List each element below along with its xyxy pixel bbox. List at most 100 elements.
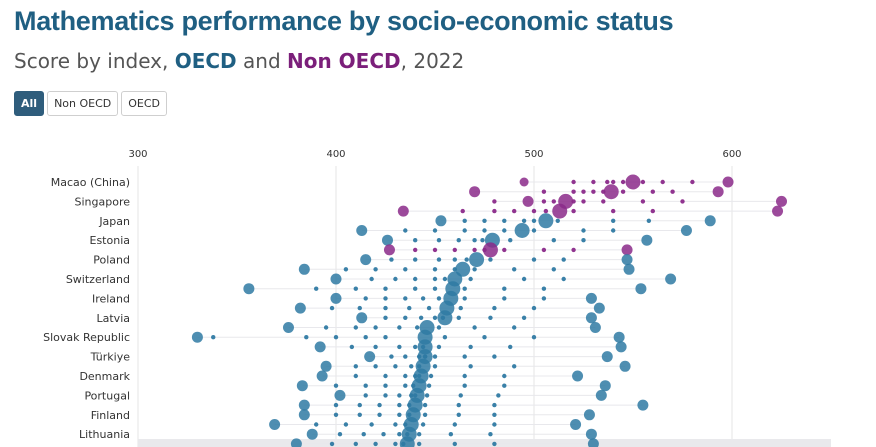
filter-oecd-button[interactable]: OECD: [121, 91, 168, 116]
score-dot: [294, 302, 306, 314]
score-dot: [502, 296, 507, 301]
score-dot: [591, 189, 596, 194]
score-dot: [462, 286, 467, 291]
score-dot: [373, 267, 378, 272]
subtitle-and: and: [236, 49, 287, 73]
country-label: Ireland: [92, 292, 130, 305]
score-dot: [393, 364, 398, 369]
score-dot: [502, 247, 507, 253]
score-dot: [383, 373, 388, 379]
score-dot: [424, 393, 430, 398]
score-dot: [383, 296, 388, 301]
score-dot: [397, 402, 402, 408]
score-dot: [356, 312, 368, 324]
filter-non-oecd-button[interactable]: Non OECD: [47, 91, 119, 116]
score-dot: [640, 179, 646, 185]
score-dot: [397, 432, 402, 437]
score-dot: [722, 176, 734, 188]
score-dot: [591, 179, 596, 185]
country-label: Lithuania: [79, 428, 130, 441]
score-dot: [383, 383, 388, 388]
country-label: Finland: [91, 409, 130, 422]
score-dot: [353, 286, 358, 291]
scroll-band: [138, 439, 831, 447]
score-dot: [776, 195, 787, 207]
score-dot: [436, 238, 442, 243]
filter-all-button[interactable]: All: [14, 91, 45, 116]
score-dot: [680, 225, 692, 236]
score-dot: [343, 267, 349, 272]
country-label: Slovak Republic: [43, 331, 130, 344]
score-dot: [397, 205, 409, 217]
score-dot: [531, 228, 537, 233]
score-dot: [538, 213, 554, 229]
chart-title: Mathematics performance by socio-economi…: [14, 6, 674, 36]
score-dot: [333, 335, 339, 340]
score-dot: [298, 409, 310, 421]
score-dot: [492, 199, 497, 204]
score-dot: [599, 380, 611, 392]
score-dot: [381, 234, 393, 246]
score-dot: [413, 247, 418, 253]
score-dot: [383, 305, 388, 311]
score-dot: [482, 228, 487, 233]
score-dot: [462, 296, 467, 301]
filter-button-group: All Non OECD OECD: [14, 91, 168, 116]
score-dot: [363, 383, 368, 388]
score-dot: [571, 247, 576, 253]
score-dot: [383, 393, 388, 398]
score-dot: [583, 409, 595, 421]
score-dot: [333, 402, 339, 408]
score-dot: [625, 174, 641, 190]
score-dot: [397, 344, 402, 350]
score-dot: [650, 208, 655, 214]
score-dot: [620, 179, 626, 185]
score-dot: [432, 364, 438, 369]
score-dot: [480, 238, 485, 243]
score-dot: [211, 335, 216, 340]
score-dot: [298, 263, 310, 275]
score-dot: [363, 335, 368, 340]
score-dot: [403, 354, 408, 359]
score-dot: [541, 189, 547, 194]
score-dot: [581, 189, 586, 194]
score-dot: [650, 189, 655, 194]
score-dot: [464, 257, 469, 262]
score-dot: [373, 325, 378, 330]
score-dot: [356, 225, 368, 236]
score-dot: [456, 402, 461, 408]
score-dot: [191, 331, 203, 343]
country-label: Poland: [93, 254, 130, 267]
score-dot: [432, 228, 438, 233]
score-dot: [403, 296, 408, 301]
score-dot: [531, 305, 537, 311]
score-dot: [541, 247, 547, 253]
score-dot: [337, 432, 343, 437]
score-dot: [403, 383, 408, 388]
score-dot: [428, 373, 434, 379]
score-dot: [413, 286, 418, 291]
score-dot: [502, 286, 507, 291]
score-dot: [551, 199, 556, 204]
score-dot: [519, 177, 529, 187]
score-dot: [413, 344, 418, 350]
score-dot: [502, 383, 507, 388]
score-dot: [269, 419, 281, 430]
score-dot: [413, 257, 418, 262]
score-dot: [389, 354, 394, 359]
country-label: Macao (China): [51, 176, 130, 189]
score-dot: [488, 257, 493, 262]
score-dot: [637, 399, 649, 411]
score-dot: [383, 244, 395, 256]
score-dot: [357, 412, 362, 417]
score-dot: [397, 325, 402, 330]
score-dot: [521, 315, 527, 320]
score-dot: [462, 228, 467, 233]
score-dot: [593, 302, 605, 314]
score-dot: [373, 364, 378, 369]
score-dot: [611, 179, 616, 185]
score-dot: [314, 286, 319, 291]
score-dot: [570, 419, 582, 430]
x-tick-label: 500: [524, 149, 543, 160]
country-label: Singapore: [75, 195, 131, 208]
